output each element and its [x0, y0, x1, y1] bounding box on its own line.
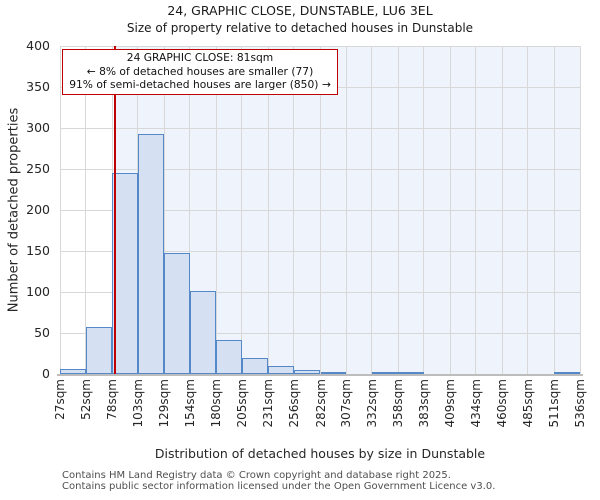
- histogram-bar: [554, 372, 580, 375]
- histogram-bar: [268, 365, 294, 374]
- annotation-box: 24 GRAPHIC CLOSE: 81sqm ← 8% of detached…: [62, 49, 338, 95]
- annotation-line-3: 91% of semi-detached houses are larger (…: [69, 78, 331, 92]
- h-gridline: [60, 127, 580, 129]
- x-tick-label-text: 52sqm: [78, 379, 93, 420]
- x-tick-label-text: 409sqm: [443, 379, 458, 428]
- histogram-bar: [60, 369, 86, 374]
- x-tick-label-text: 434sqm: [468, 379, 483, 428]
- x-tick-label-text: 256sqm: [286, 379, 301, 428]
- marker-line: [114, 46, 117, 374]
- y-tick-label: 200: [26, 202, 50, 217]
- x-tick-label-text: 154sqm: [182, 379, 197, 428]
- x-tick-label-text: 231sqm: [261, 379, 276, 428]
- x-tick-label-text: 307sqm: [339, 379, 354, 428]
- x-tick-label-text: 536sqm: [573, 379, 587, 428]
- x-tick-label-text: 460sqm: [495, 379, 510, 428]
- x-tick-label-text: 103sqm: [130, 379, 145, 428]
- x-tick-label-text: 511sqm: [547, 379, 562, 428]
- histogram-bar: [320, 372, 347, 375]
- histogram-bar: [398, 372, 424, 375]
- y-tick-label: 100: [26, 284, 50, 299]
- y-tick-label: 400: [26, 38, 50, 53]
- x-tick-label-text: 282sqm: [313, 379, 328, 428]
- h-gridline: [60, 332, 580, 334]
- x-tick-label-text: 129sqm: [157, 379, 172, 428]
- chart-subtitle: Size of property relative to detached ho…: [126, 21, 474, 35]
- x-tick-label-text: 485sqm: [520, 379, 535, 428]
- x-tick-label-text: 180sqm: [209, 379, 224, 428]
- annotation-line-1: 24 GRAPHIC CLOSE: 81sqm: [126, 51, 274, 64]
- histogram-bar: [137, 133, 165, 374]
- h-gridline: [60, 168, 580, 170]
- h-gridline: [60, 250, 580, 252]
- y-tick-label: 250: [26, 161, 50, 176]
- footer-attribution-line-1: Contains HM Land Registry data © Crown c…: [62, 470, 451, 481]
- histogram-bar: [85, 327, 113, 374]
- y-tick-label: 300: [26, 120, 50, 135]
- annotation-line-2: ← 8% of detached houses are smaller (77): [86, 64, 314, 78]
- x-tick-label-text: 332sqm: [364, 379, 379, 428]
- x-axis-line: [57, 374, 583, 376]
- footer-attribution-line-2: Contains public sector information licen…: [62, 481, 496, 492]
- y-tick-label: 50: [34, 325, 50, 340]
- histogram-bar: [189, 291, 217, 374]
- h-gridline: [60, 291, 580, 293]
- y-tick-label: 150: [26, 243, 50, 258]
- histogram-bar: [293, 369, 321, 374]
- x-axis-title: Distribution of detached houses by size …: [154, 446, 486, 461]
- h-gridline: [60, 209, 580, 211]
- x-tick-label-text: 27sqm: [53, 379, 67, 420]
- x-tick-label-text: 383sqm: [416, 379, 431, 428]
- y-tick-label: 0: [42, 366, 50, 381]
- x-tick-label-text: 78sqm: [105, 379, 120, 420]
- histogram-bar: [216, 339, 242, 374]
- y-tick-label: 350: [26, 79, 50, 94]
- v-gridline: [579, 46, 581, 374]
- x-tick-label-text: 358sqm: [391, 379, 406, 428]
- chart-title: 24, GRAPHIC CLOSE, DUNSTABLE, LU6 3EL: [167, 3, 433, 18]
- histogram-bar: [164, 252, 190, 374]
- h-gridline: [60, 45, 580, 47]
- x-tick-label-text: 205sqm: [234, 379, 249, 428]
- histogram-bar: [241, 357, 269, 374]
- histogram-bar: [112, 173, 138, 374]
- histogram-bar: [371, 372, 399, 375]
